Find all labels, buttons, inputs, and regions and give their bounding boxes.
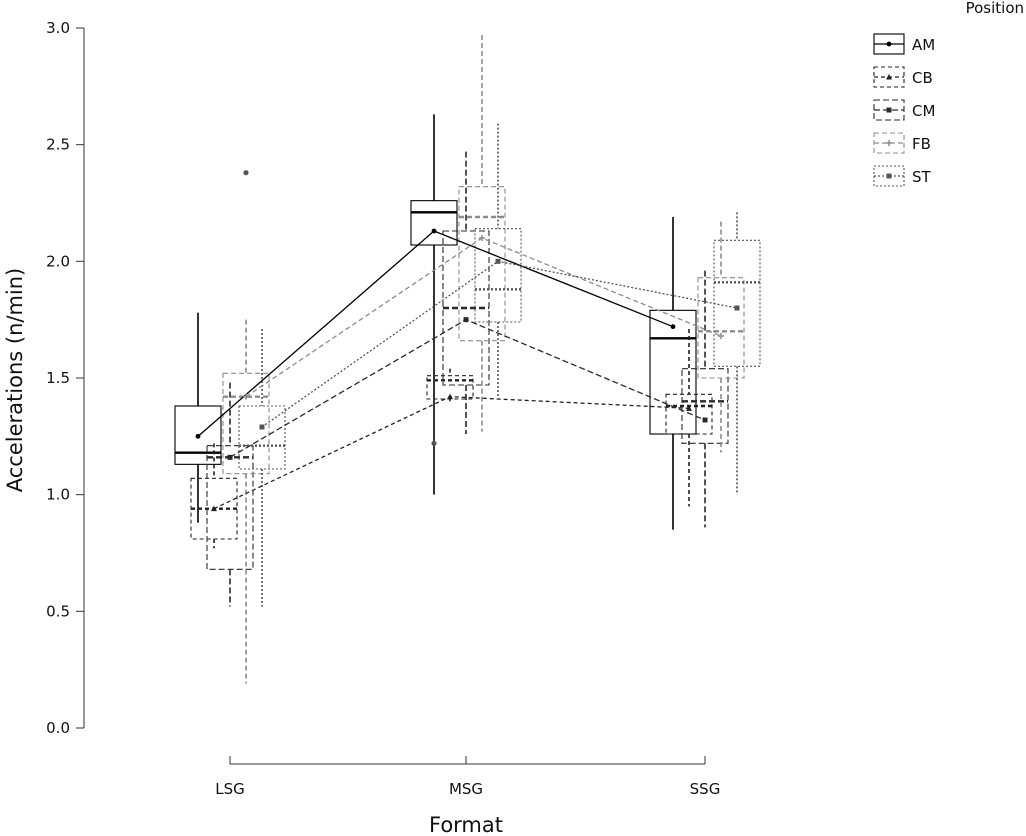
series-fb xyxy=(222,35,745,684)
legend: Position AM CB CM FB ST xyxy=(873,0,1024,187)
box xyxy=(206,445,254,570)
mean-point xyxy=(463,317,469,323)
x-tick-label: LSG xyxy=(215,780,245,798)
mean-point xyxy=(734,305,740,311)
series-st xyxy=(238,123,761,607)
legend-title: Position xyxy=(966,0,1024,17)
legend-label: ST xyxy=(912,168,932,186)
legend-label: CM xyxy=(912,102,935,120)
legend-item-st: ST xyxy=(873,165,932,187)
mean-point xyxy=(195,433,201,439)
mean-point xyxy=(686,405,692,411)
box xyxy=(458,186,506,342)
legend-label: AM xyxy=(912,36,935,54)
legend-marker xyxy=(886,107,892,113)
mean-point xyxy=(211,505,217,512)
box xyxy=(713,239,761,367)
mean-point xyxy=(718,333,724,339)
x-tick-label: SSG xyxy=(690,780,721,798)
mean-point xyxy=(259,424,265,430)
series-am xyxy=(174,114,697,530)
box xyxy=(222,372,270,475)
legend-item-cm: CM xyxy=(873,99,935,121)
box xyxy=(174,405,222,465)
mean-point xyxy=(479,235,485,241)
y-tick-label: 1.0 xyxy=(46,486,70,504)
mean-point xyxy=(243,393,249,400)
y-axis-title: Accelerations (n/min) xyxy=(3,268,27,492)
legend-swatch xyxy=(873,66,905,88)
outlier-point xyxy=(431,440,437,446)
plot-area xyxy=(174,35,761,684)
mean-point xyxy=(670,324,676,330)
y-axis: 0.0 0.5 1.0 1.5 2.0 2.5 3.0 xyxy=(46,19,85,737)
mean-point xyxy=(431,228,437,234)
box xyxy=(649,309,697,435)
mean-point xyxy=(495,258,501,264)
box xyxy=(474,228,522,323)
box xyxy=(665,393,713,435)
mean-line-cm xyxy=(229,318,706,458)
box xyxy=(238,405,286,470)
y-tick-label: 2.5 xyxy=(46,136,70,154)
y-tick-label: 0.0 xyxy=(46,719,70,737)
x-axis: LSG MSG SSG xyxy=(215,756,720,798)
box xyxy=(410,200,458,246)
legend-marker xyxy=(886,41,892,47)
y-tick-label: 0.5 xyxy=(46,602,70,620)
y-tick-label: 1.5 xyxy=(46,369,70,387)
x-axis-title: Format xyxy=(429,813,503,836)
y-tick-label: 2.0 xyxy=(46,252,70,270)
legend-item-am: AM xyxy=(873,33,935,55)
box xyxy=(681,368,729,444)
outlier-point xyxy=(243,170,249,176)
legend-item-cb: CB xyxy=(873,66,933,88)
series-cb xyxy=(190,329,713,549)
mean-point xyxy=(447,393,453,400)
mean-point xyxy=(702,417,708,423)
legend-label: FB xyxy=(912,135,931,153)
box xyxy=(697,277,745,379)
legend-marker xyxy=(886,173,892,179)
y-tick-label: 3.0 xyxy=(46,19,70,37)
legend-item-fb: FB xyxy=(873,132,931,154)
mean-point xyxy=(227,454,233,460)
legend-label: CB xyxy=(912,69,933,87)
x-tick-label: MSG xyxy=(449,780,483,798)
legend-marker xyxy=(886,140,892,146)
legend-marker xyxy=(886,74,892,80)
mean-line-am xyxy=(197,230,674,437)
